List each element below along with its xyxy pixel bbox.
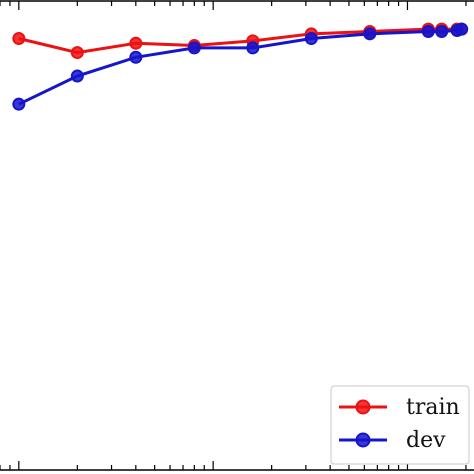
legend-marker-train: [355, 399, 371, 415]
data-point-dev: [455, 22, 469, 36]
data-point-dev: [421, 24, 435, 38]
legend-label-dev: dev: [406, 428, 446, 453]
legend-entry-dev: dev: [339, 428, 446, 453]
data-point-dev: [435, 24, 449, 38]
bottom-axis-ticks: [0, 461, 467, 470]
data-point-dev: [129, 50, 143, 64]
data-point-dev: [246, 41, 260, 55]
data-point-dev: [304, 32, 318, 46]
data-point-dev: [12, 97, 26, 111]
data-point-train: [129, 36, 143, 50]
legend-label-train: train: [406, 395, 460, 420]
data-point-dev: [363, 27, 377, 41]
data-point-train: [12, 32, 26, 46]
data-point-train: [70, 46, 84, 60]
series-dev: [12, 22, 469, 111]
legend: train dev: [330, 385, 470, 465]
series-train: [12, 22, 469, 60]
data-point-dev: [187, 41, 201, 55]
legend-marker-dev: [355, 432, 371, 448]
series-layer: [12, 22, 469, 111]
legend-entry-train: train: [339, 395, 460, 420]
data-point-dev: [70, 69, 84, 83]
top-axis-ticks: [0, 1, 467, 10]
